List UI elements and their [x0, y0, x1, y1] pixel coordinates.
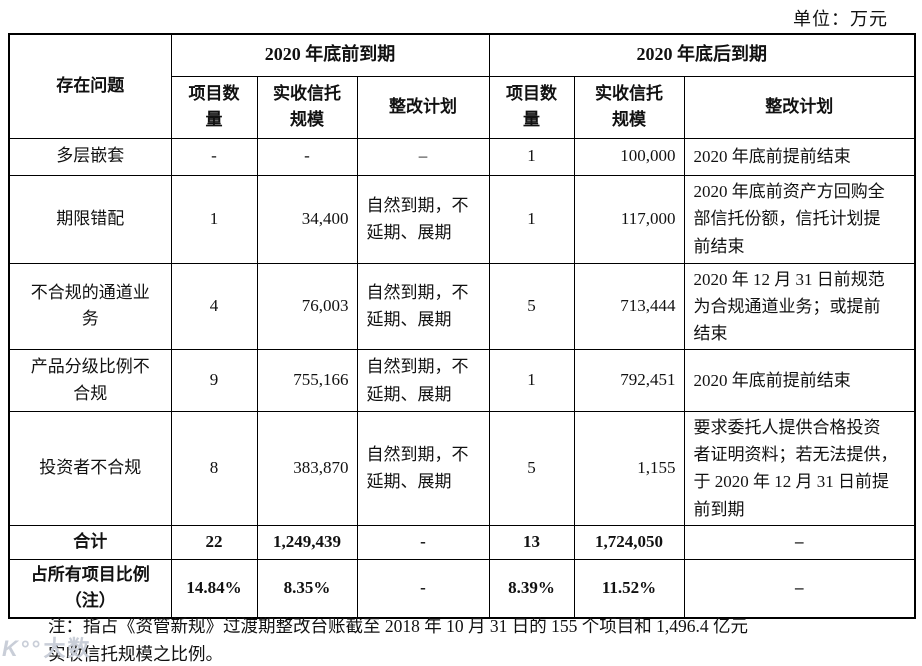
cell-before-plan: 自然到期，不 延期、展期: [356, 349, 490, 413]
header-after-scale: 实收信托 规模: [573, 75, 685, 139]
cell-problem: 多层嵌套: [8, 137, 172, 176]
cell-after-plan: –: [683, 524, 916, 560]
footnote-line1: 注：指占《资管新规》过渡期整改台账截至 2018 年 10 月 31 日的 15…: [48, 616, 748, 636]
cell-after-count: 13: [488, 524, 575, 560]
cell-before-plan: 自然到期，不 延期、展期: [356, 411, 490, 526]
cell-after-count: 5: [488, 411, 575, 526]
cell-problem: 期限错配: [8, 174, 172, 264]
cell-after-count: 1: [488, 137, 575, 176]
header-group-after: 2020 年底后到期: [488, 33, 916, 77]
cell-before-scale: 1,249,439: [256, 524, 358, 560]
cell-after-scale: 100,000: [573, 137, 685, 176]
cell-before-scale: 383,870: [256, 411, 358, 526]
table-row: 产品分级比例不 合规 9 755,166 自然到期，不 延期、展期 1 792,…: [8, 349, 916, 413]
cell-before-count: 4: [170, 262, 258, 351]
cell-after-plan: 要求委托人提供合格投资 者证明资料；若无法提供， 于 2020 年 12 月 3…: [683, 411, 916, 526]
cell-after-count: 8.39%: [488, 558, 575, 619]
cell-after-scale: 1,155: [573, 411, 685, 526]
table-row: 投资者不合规 8 383,870 自然到期，不 延期、展期 5 1,155 要求…: [8, 411, 916, 526]
cell-before-plan: -: [356, 558, 490, 619]
cell-before-scale: -: [256, 137, 358, 176]
cell-before-scale: 8.35%: [256, 558, 358, 619]
cell-before-count: 9: [170, 349, 258, 413]
cell-before-plan: -: [356, 524, 490, 560]
cell-before-scale: 76,003: [256, 262, 358, 351]
unit-label: 单位：万元: [793, 9, 888, 29]
cell-after-plan: 2020 年底前资产方回购全 部信托份额，信托计划提 前结束: [683, 174, 916, 264]
cell-problem: 占所有项目比例 （注）: [8, 558, 172, 619]
cell-after-plan: 2020 年底前提前结束: [683, 137, 916, 176]
header-before-scale: 实收信托 规模: [256, 75, 358, 139]
cell-after-scale: 713,444: [573, 262, 685, 351]
cell-before-count: 14.84%: [170, 558, 258, 619]
header-problem: 存在问题: [8, 33, 172, 139]
cell-after-count: 1: [488, 174, 575, 264]
footnote-line2: 实收信托规模之比例。: [48, 644, 223, 665]
cell-after-scale: 1,724,050: [573, 524, 685, 560]
header-group-before: 2020 年底前到期: [170, 33, 490, 77]
cell-before-plan: –: [356, 137, 490, 176]
cell-after-scale: 117,000: [573, 174, 685, 264]
cell-after-plan: 2020 年 12 月 31 日前规范 为合规通道业务；或提前 结束: [683, 262, 916, 351]
cell-after-count: 1: [488, 349, 575, 413]
cell-before-plan: 自然到期，不 延期、展期: [356, 174, 490, 264]
cell-before-plan: 自然到期，不 延期、展期: [356, 262, 490, 351]
cell-before-count: 8: [170, 411, 258, 526]
cell-before-count: -: [170, 137, 258, 176]
ratio-row: 占所有项目比例 （注） 14.84% 8.35% - 8.39% 11.52% …: [8, 558, 916, 619]
header-row-groups: 存在问题 2020 年底前到期 2020 年底后到期: [8, 33, 916, 139]
cell-problem: 不合规的通道业 务: [8, 262, 172, 351]
header-before-count: 项目数 量: [170, 75, 258, 139]
watermark-text: 大数: [43, 636, 92, 661]
footnote: 注：指占《资管新规》过渡期整改台账截至 2018 年 10 月 31 日的 15…: [48, 612, 908, 666]
cell-after-plan: –: [683, 558, 916, 619]
cell-before-count: 22: [170, 524, 258, 560]
cell-after-plan: 2020 年底前提前结束: [683, 349, 916, 413]
rectification-table: 存在问题 2020 年底前到期 2020 年底后到期 项目数 量 实收信托 规模…: [8, 33, 917, 619]
header-before-plan: 整改计划: [356, 75, 490, 139]
cell-after-scale: 792,451: [573, 349, 685, 413]
total-row: 合计 22 1,249,439 - 13 1,724,050 –: [8, 524, 916, 560]
cell-before-count: 1: [170, 174, 258, 264]
watermark-logo-icon: K°°: [2, 636, 42, 661]
table-row: 期限错配 1 34,400 自然到期，不 延期、展期 1 117,000 202…: [8, 174, 916, 264]
table-row: 多层嵌套 - - – 1 100,000 2020 年底前提前结束: [8, 137, 916, 176]
table-row: 不合规的通道业 务 4 76,003 自然到期，不 延期、展期 5 713,44…: [8, 262, 916, 351]
header-after-plan: 整改计划: [683, 75, 916, 139]
header-row-sub: 项目数 量 实收信托 规模 整改计划 项目数 量 实收信托 规模 整改计划: [9, 75, 916, 139]
cell-after-count: 5: [488, 262, 575, 351]
cell-after-scale: 11.52%: [573, 558, 685, 619]
header-after-count: 项目数 量: [488, 75, 575, 139]
cell-problem: 投资者不合规: [8, 411, 172, 526]
cell-before-scale: 34,400: [256, 174, 358, 264]
watermark: K°°大数: [2, 631, 92, 663]
cell-before-scale: 755,166: [256, 349, 358, 413]
cell-problem: 合计: [8, 524, 172, 560]
cell-problem: 产品分级比例不 合规: [8, 349, 172, 413]
